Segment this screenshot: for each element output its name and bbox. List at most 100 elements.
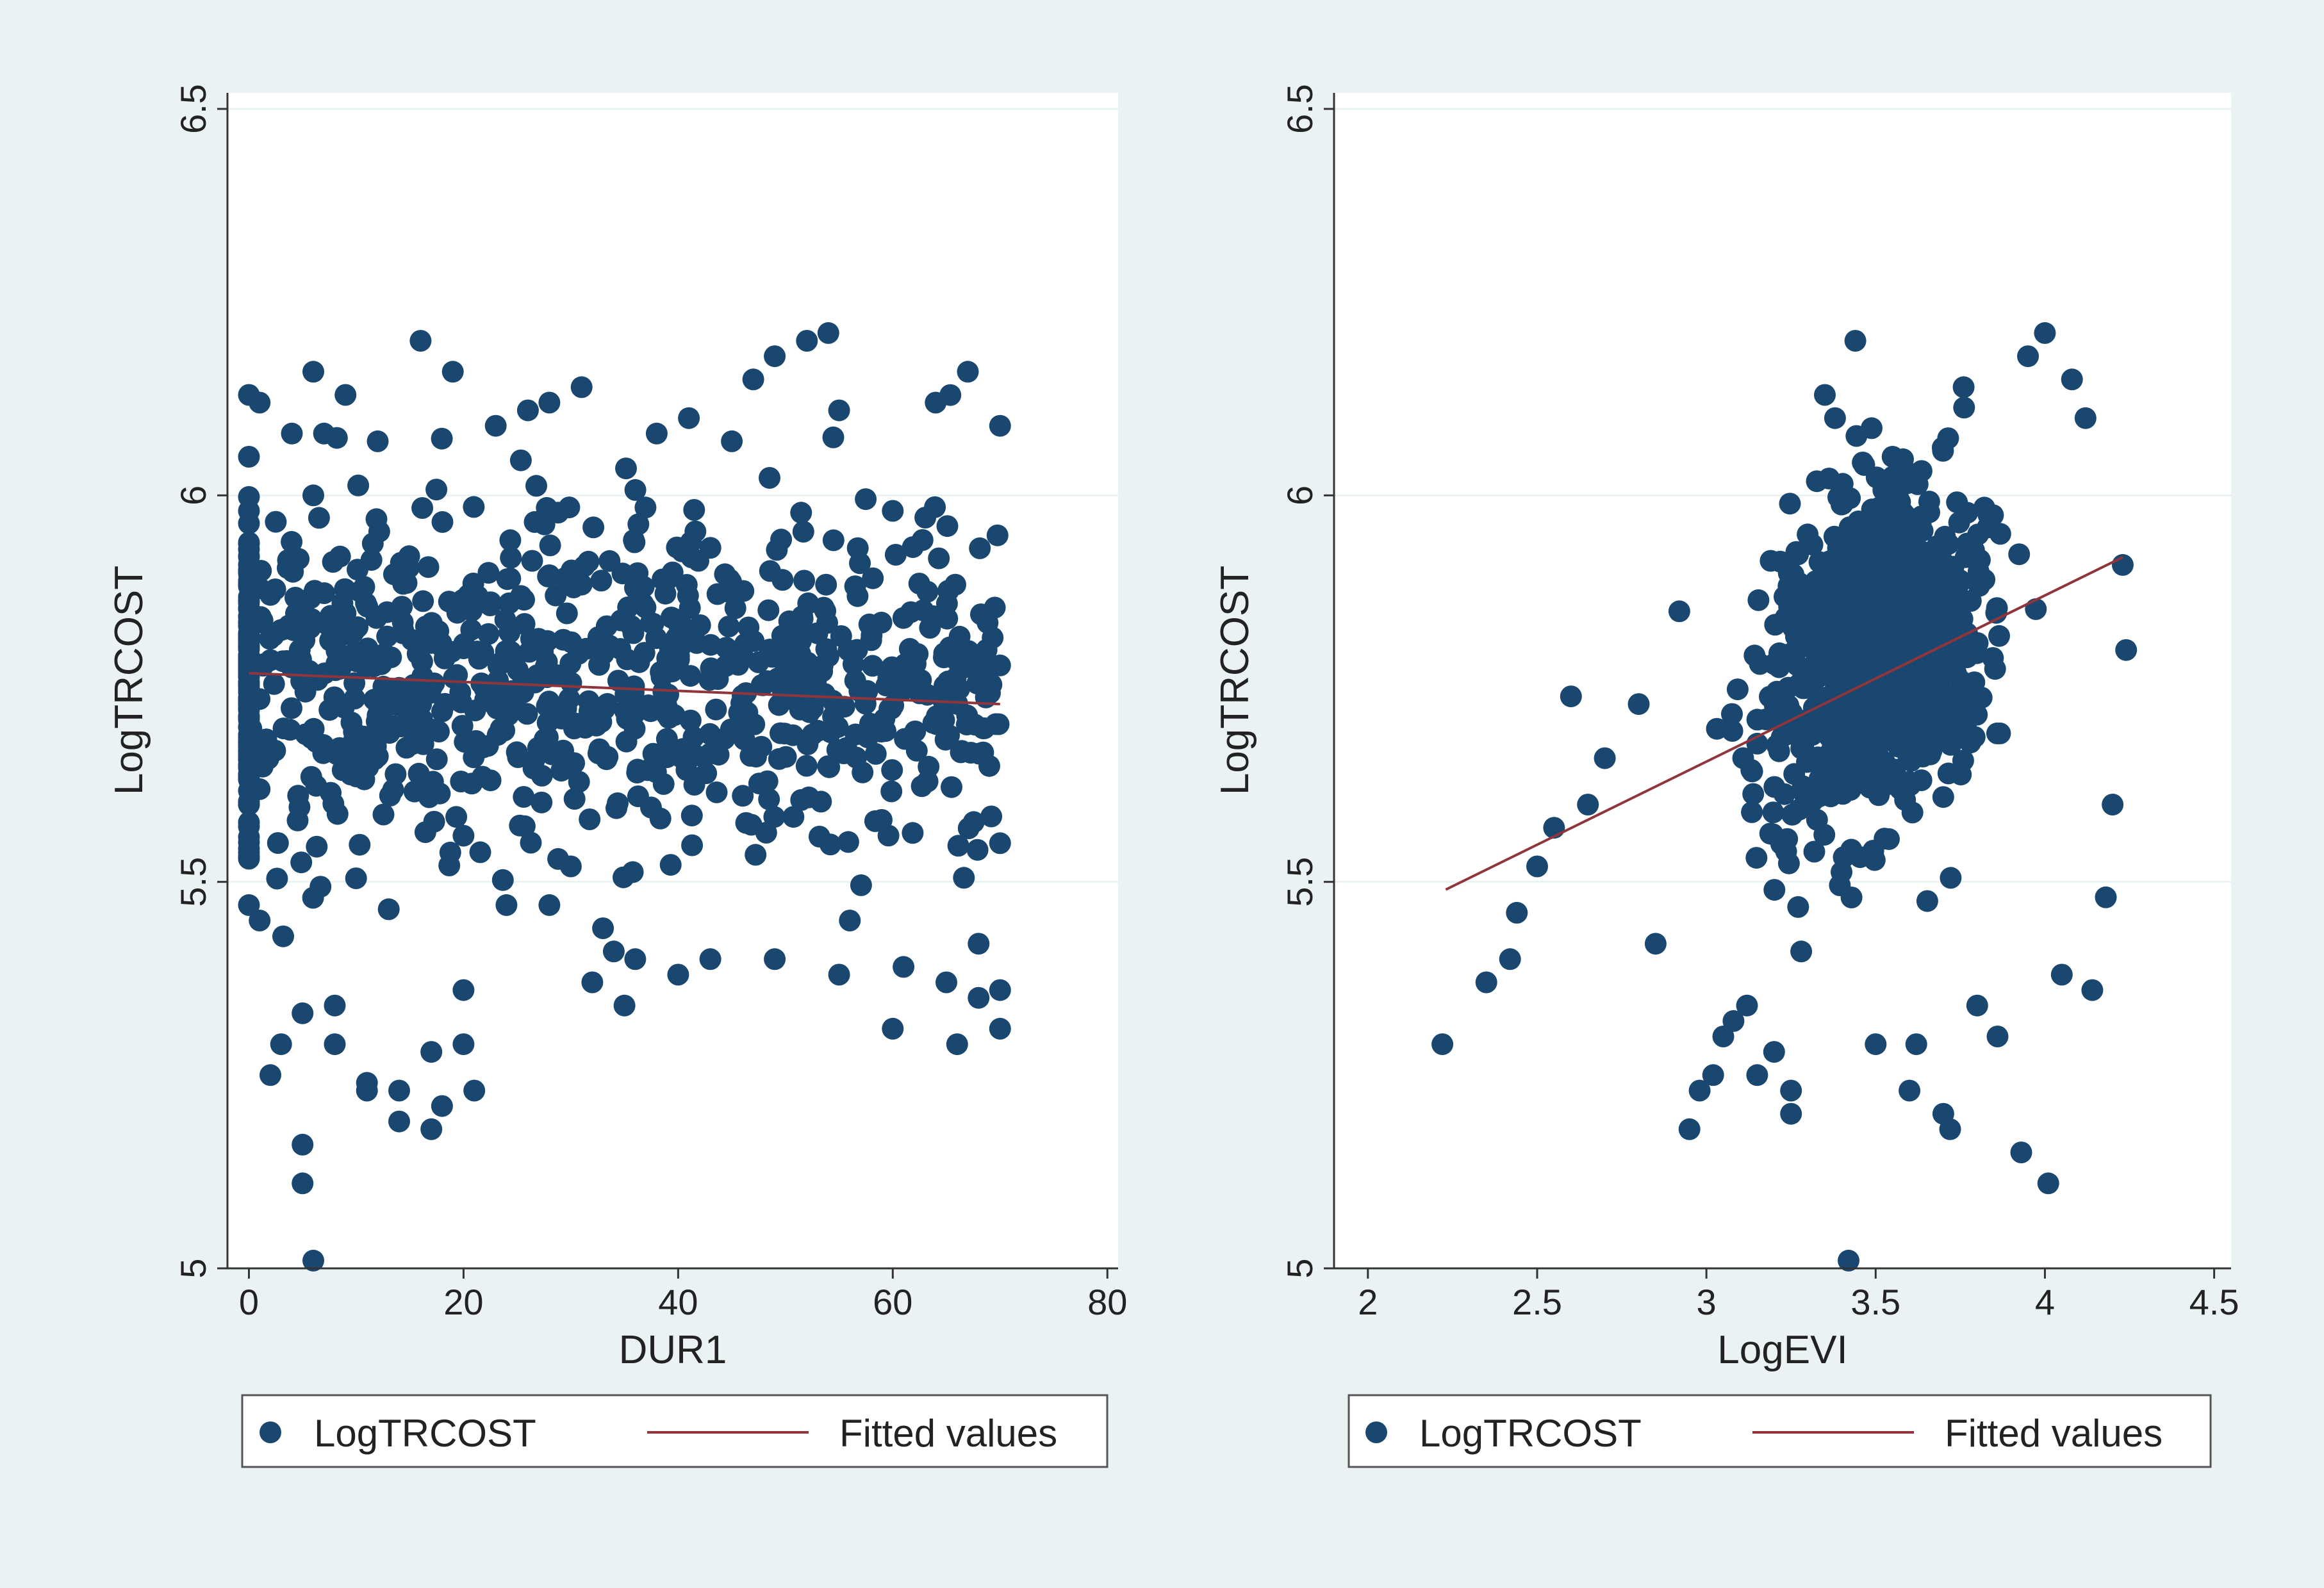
data-point [1745, 847, 1768, 869]
data-point [292, 1133, 314, 1156]
data-point [493, 719, 516, 742]
data-point [249, 910, 271, 931]
data-point [1742, 783, 1765, 805]
data-point [1899, 1079, 1921, 1102]
data-point [238, 845, 260, 867]
data-point [1911, 746, 1934, 767]
data-point [320, 782, 342, 804]
data-point [509, 449, 532, 471]
data-point [365, 607, 388, 629]
data-point [1898, 531, 1920, 553]
data-point [502, 652, 524, 675]
data-point [907, 643, 929, 665]
data-point [324, 994, 346, 1017]
data-point [238, 754, 260, 776]
data-point [752, 674, 774, 696]
data-point [675, 759, 698, 781]
data-point [1779, 493, 1801, 515]
data-point [936, 607, 959, 630]
data-point [2008, 543, 2031, 566]
y-tick-label: 6 [173, 486, 213, 505]
data-point [1814, 384, 1836, 406]
data-point [1755, 708, 1777, 730]
data-point [499, 529, 522, 552]
data-point [759, 467, 780, 489]
data-point [980, 805, 1003, 828]
legend-label-logtrcost: LogTRCOST [1419, 1412, 1642, 1455]
data-point [1949, 669, 1972, 691]
data-point [1974, 568, 1996, 591]
data-point [607, 792, 629, 814]
y-tick-label: 6.5 [173, 84, 213, 134]
data-point [1854, 628, 1876, 651]
data-point [759, 639, 781, 660]
data-point [326, 427, 348, 449]
x-axis-title: LogEVI [1717, 1328, 1847, 1372]
data-point [445, 806, 468, 828]
data-point [238, 532, 260, 555]
data-point [463, 1079, 486, 1102]
data-point [581, 971, 604, 994]
data-point [238, 589, 260, 612]
data-point [1577, 794, 1599, 815]
data-point [439, 841, 461, 864]
data-point [1952, 699, 1974, 721]
data-point [846, 639, 868, 661]
data-point [973, 655, 995, 678]
data-point [935, 593, 958, 615]
data-point [1762, 801, 1784, 824]
data-point [1892, 448, 1914, 470]
data-point [579, 707, 601, 730]
data-point [1831, 473, 1854, 495]
data-point [1499, 948, 1521, 970]
data-point [1989, 523, 2011, 545]
data-point [516, 703, 538, 725]
scatter-points [1431, 322, 2138, 1272]
data-point [326, 803, 349, 825]
data-point [1806, 470, 1828, 493]
data-point [521, 550, 543, 572]
data-point [1780, 1079, 1802, 1102]
data-point [288, 796, 311, 818]
data-point [1790, 940, 1813, 963]
data-point [989, 832, 1011, 855]
data-point [715, 637, 738, 659]
data-point [535, 657, 557, 679]
data-point [640, 796, 662, 819]
data-point [822, 426, 845, 448]
data-point [808, 826, 830, 847]
data-point [379, 785, 401, 806]
data-point [1773, 783, 1795, 805]
data-point [881, 759, 903, 782]
data-point [705, 781, 728, 803]
y-tick-label: 5 [173, 1258, 213, 1278]
data-point [363, 689, 386, 711]
data-point [1763, 1041, 1785, 1063]
data-point [627, 562, 649, 584]
data-point [479, 769, 502, 792]
data-point [2034, 322, 2056, 344]
data-point [2010, 1142, 2032, 1163]
data-point [935, 971, 957, 994]
data-point [300, 765, 322, 788]
data-point [624, 479, 647, 501]
data-point [1872, 479, 1895, 502]
legend-marker-icon [1365, 1421, 1387, 1443]
data-point [911, 775, 933, 798]
data-point [563, 788, 586, 810]
data-point [430, 632, 452, 655]
data-point [1853, 454, 1875, 476]
data-point [558, 687, 581, 710]
data-point [939, 384, 962, 406]
data-point [882, 500, 904, 522]
data-point [941, 776, 962, 798]
data-point [1973, 496, 1995, 519]
x-tick-label: 4 [2035, 1282, 2055, 1322]
data-point [968, 933, 990, 955]
data-point [950, 741, 972, 764]
data-point [684, 520, 707, 543]
data-point [1956, 502, 1979, 524]
data-point [302, 361, 324, 383]
data-point [678, 407, 700, 429]
